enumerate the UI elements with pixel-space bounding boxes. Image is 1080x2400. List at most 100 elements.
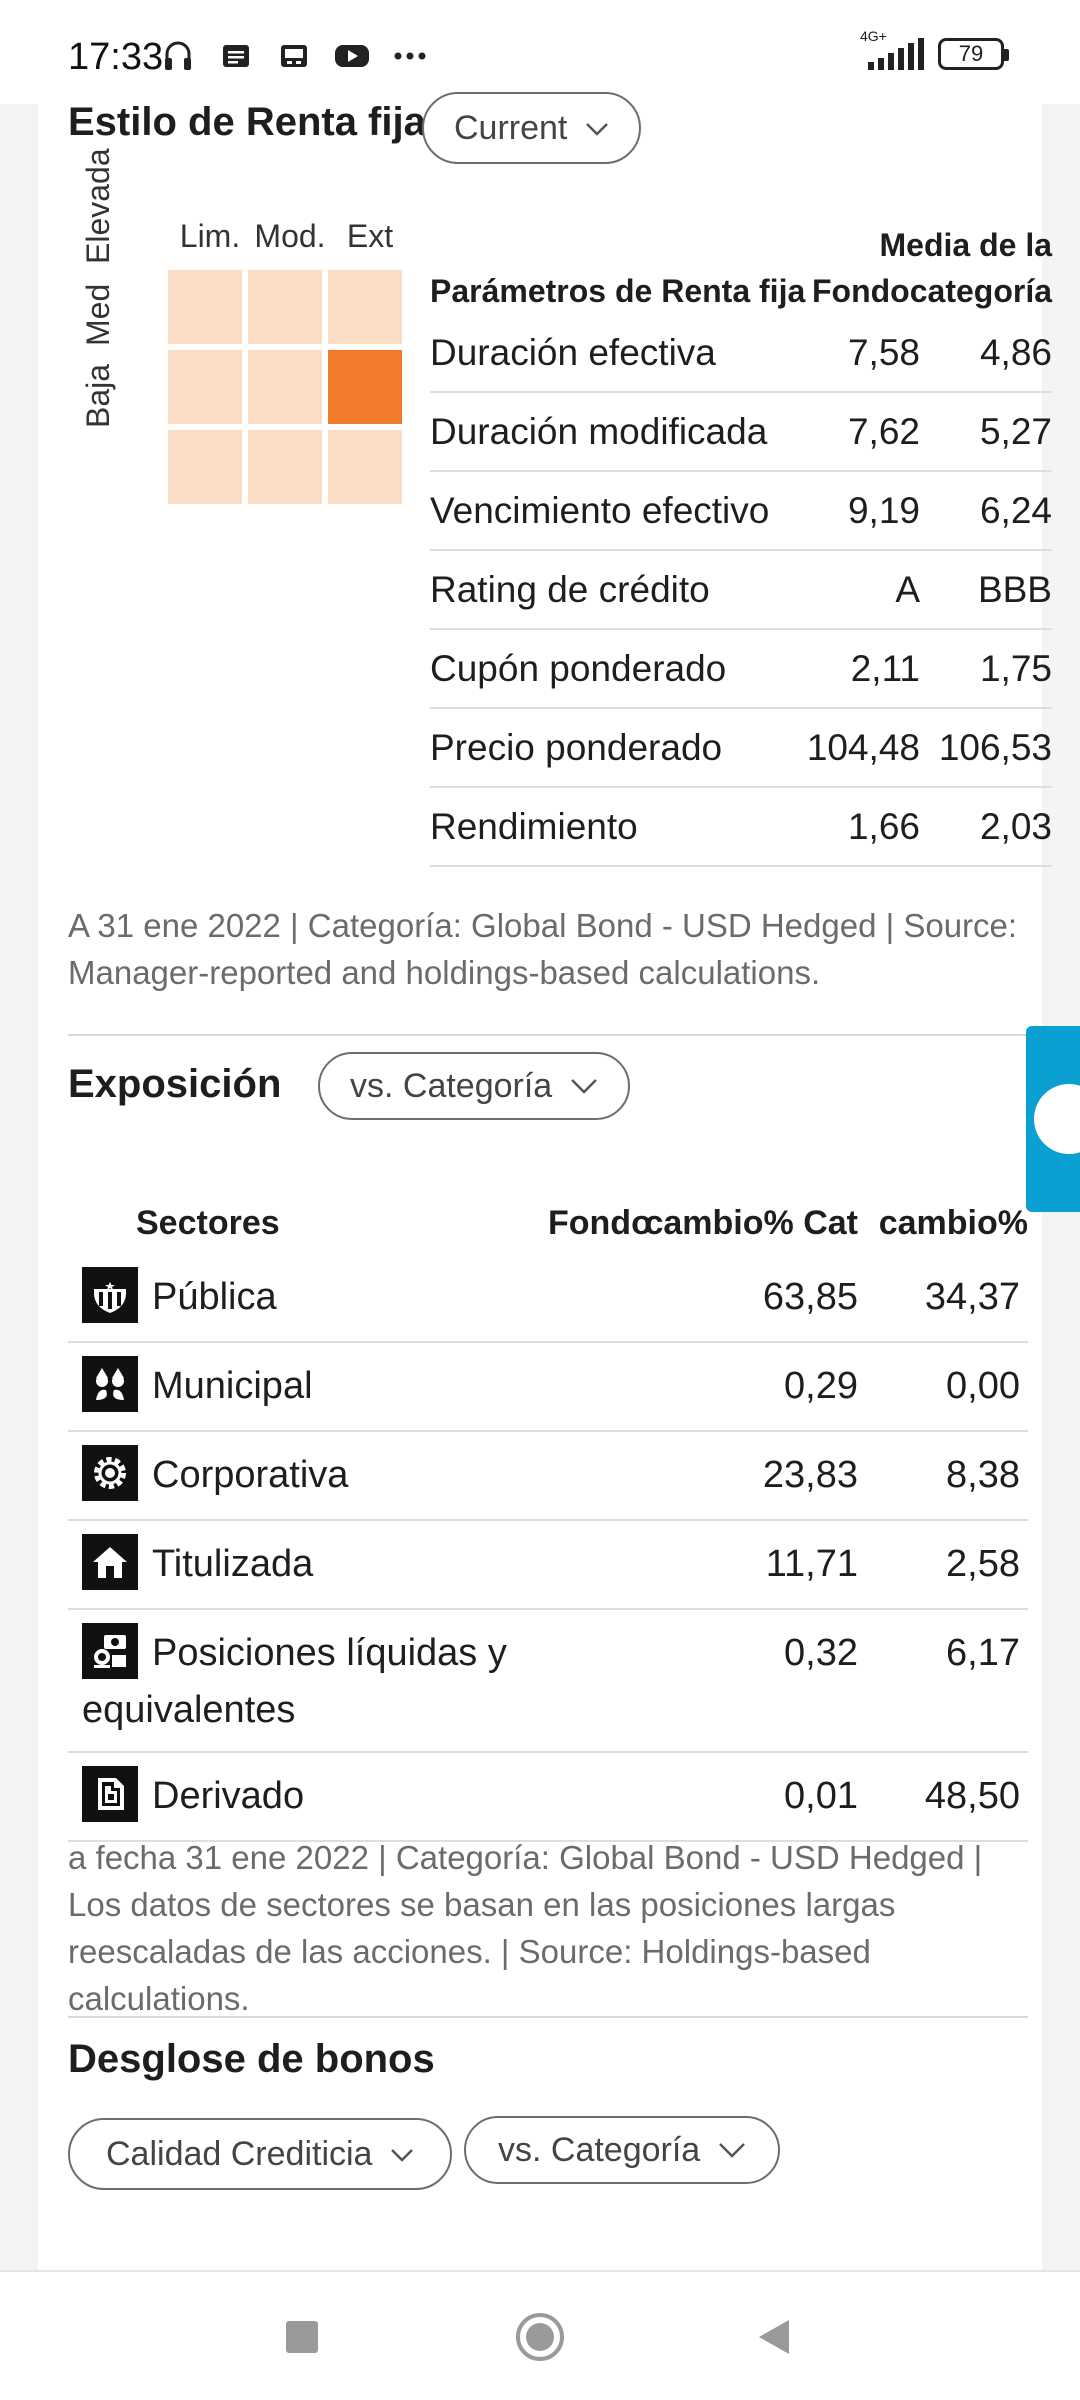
- table-row: Vencimiento efectivo 9,19 6,24: [430, 472, 1052, 551]
- header-parameters: Parámetros de Renta fija: [430, 273, 806, 309]
- fund-value: 2,11: [850, 647, 920, 689]
- fund-value: 0,32: [784, 1631, 858, 1674]
- document-icon: [82, 1765, 138, 1822]
- table-row: Duración efectiva 7,58 4,86: [430, 314, 1052, 393]
- status-time: 17:33: [68, 36, 164, 78]
- category-value: BBB: [977, 568, 1052, 610]
- dropdown-label: Calidad Crediticia: [106, 2134, 373, 2173]
- sector-label: Derivado: [152, 1774, 305, 1817]
- fund-value: 0,01: [784, 1774, 858, 1817]
- feedback-side-tab[interactable]: [1026, 1026, 1080, 1212]
- government-icon: [82, 1266, 138, 1323]
- sector-name-cell: Pública: [68, 1254, 708, 1341]
- header-cat: Cat: [803, 1203, 858, 1242]
- table-row: Rating de crédito A BBB: [430, 551, 1052, 630]
- status-bar: 17:33 4G+ 79: [0, 0, 1080, 104]
- message-icon: [218, 40, 254, 72]
- header-fund-change: cambio% Cat: [644, 1204, 858, 1243]
- style-box-column-labels: Lim. Mod. Ext: [170, 218, 410, 255]
- table-row: Municipal 0,29 0,00: [68, 1343, 1028, 1432]
- style-cell: [328, 270, 402, 344]
- sector-label: Titulizada: [152, 1542, 314, 1585]
- sector-name-cell: Posiciones líquidas y equivalentes: [68, 1610, 708, 1751]
- category-value: 6,17: [946, 1631, 1020, 1674]
- exposure-header: Exposición vs. Categoría: [68, 1052, 1028, 1132]
- section-divider: [68, 1034, 1028, 1036]
- fixed-income-style-box: Lim. Mod. Ext Baja Med Elevada: [80, 148, 410, 518]
- style-cell: [248, 270, 322, 344]
- header-change: cambio%: [644, 1203, 794, 1242]
- table-row: Titulizada 11,71 2,58: [68, 1521, 1028, 1610]
- fixed-income-parameters-table: Parámetros de Renta fija Media de la Fon…: [430, 218, 1052, 867]
- exposure-title: Exposición: [68, 1062, 282, 1106]
- header-cat-change: cambio%: [878, 1203, 1028, 1242]
- sector-label: Pública: [152, 1276, 277, 1318]
- row-label: Baja: [80, 363, 116, 428]
- header-fund: Fondo: [811, 273, 910, 309]
- chevron-down-icon: [585, 113, 609, 144]
- chevron-down-icon: [390, 2139, 414, 2170]
- bond-breakdown-title: Desglose de bonos: [68, 2037, 435, 2081]
- status-right: 4G+ 79: [860, 28, 1009, 70]
- category-value: 2,03: [979, 805, 1052, 847]
- notification-icons: [160, 40, 428, 72]
- header-category-line2: categoría: [909, 273, 1052, 309]
- recents-button[interactable]: [242, 2272, 362, 2400]
- header-fund-category: Media de la Fondocategoría: [812, 222, 1052, 314]
- row-label: Duración efectiva: [430, 331, 716, 373]
- square-icon: [286, 2321, 318, 2353]
- fund-value: 9,19: [847, 489, 920, 531]
- table-row: Posiciones líquidas y equivalentes 0,32 …: [68, 1610, 1028, 1753]
- fixed-income-period-dropdown[interactable]: Current: [422, 92, 642, 164]
- fund-value: 63,85: [762, 1276, 858, 1318]
- cash-icon: [82, 1622, 138, 1679]
- image-icon: [276, 40, 312, 72]
- row-label: Vencimiento efectivo: [430, 489, 770, 531]
- style-cell-active: [328, 350, 402, 424]
- bond-compare-dropdown[interactable]: vs. Categoría: [464, 2116, 781, 2184]
- home-button[interactable]: [480, 2272, 600, 2400]
- network-label: 4G+: [860, 28, 887, 44]
- fund-value: 1,66: [847, 805, 920, 847]
- row-label: Precio ponderado: [430, 726, 723, 768]
- sector-name-cell: Corporativa: [68, 1432, 708, 1519]
- signal-icon: 4G+: [860, 28, 924, 70]
- fund-value: 23,83: [762, 1453, 858, 1496]
- fund-value: 7,58: [847, 331, 920, 373]
- header-sector: Sectores: [136, 1203, 280, 1242]
- more-icon: [392, 40, 428, 72]
- fund-value: 11,71: [765, 1542, 858, 1585]
- table-header: Sectores Fondo cambio% Cat cambio%: [68, 1192, 1028, 1254]
- credit-quality-dropdown[interactable]: Calidad Crediticia: [68, 2118, 453, 2190]
- style-box-grid: [168, 270, 402, 504]
- row-label: Elevada: [80, 148, 116, 264]
- category-value: 8,38: [946, 1453, 1020, 1496]
- dropdown-label: Current: [454, 108, 568, 147]
- fund-value: A: [895, 568, 920, 610]
- system-nav-bar: [0, 2270, 1080, 2400]
- dropdown-label: vs. Categoría: [498, 2130, 701, 2169]
- style-box-row-labels: Baja Med Elevada: [80, 148, 120, 428]
- triangle-back-icon: [759, 2320, 789, 2354]
- sector-name-cell: Municipal: [68, 1343, 708, 1430]
- row-label: Cupón ponderado: [430, 647, 727, 689]
- content-card: Estilo de Renta fija Current Lim. Mod. E…: [38, 92, 1052, 2270]
- battery-icon: 79: [938, 38, 1009, 70]
- style-cell: [328, 430, 402, 504]
- column-label: Mod.: [254, 218, 326, 254]
- category-value: 5,27: [979, 410, 1052, 452]
- house-icon: [82, 1533, 138, 1590]
- municipal-icon: [82, 1355, 138, 1412]
- fund-value: 104,48: [806, 726, 920, 768]
- back-button[interactable]: [714, 2272, 834, 2400]
- exposure-footnote: a fecha 31 ene 2022 | Categoría: Global …: [68, 1839, 983, 2017]
- table-row: Pública 63,85 34,37: [68, 1254, 1028, 1343]
- header-fund-line: Fondocategoría: [812, 268, 1052, 314]
- exposure-compare-dropdown[interactable]: vs. Categoría: [318, 1052, 631, 1120]
- column-label: Lim.: [179, 218, 241, 254]
- style-cell: [168, 270, 242, 344]
- row-label: Med: [80, 283, 116, 346]
- sector-label: Corporativa: [152, 1453, 349, 1496]
- row-label: Rendimiento: [430, 805, 638, 847]
- table-row: Rendimiento 1,66 2,03: [430, 788, 1052, 867]
